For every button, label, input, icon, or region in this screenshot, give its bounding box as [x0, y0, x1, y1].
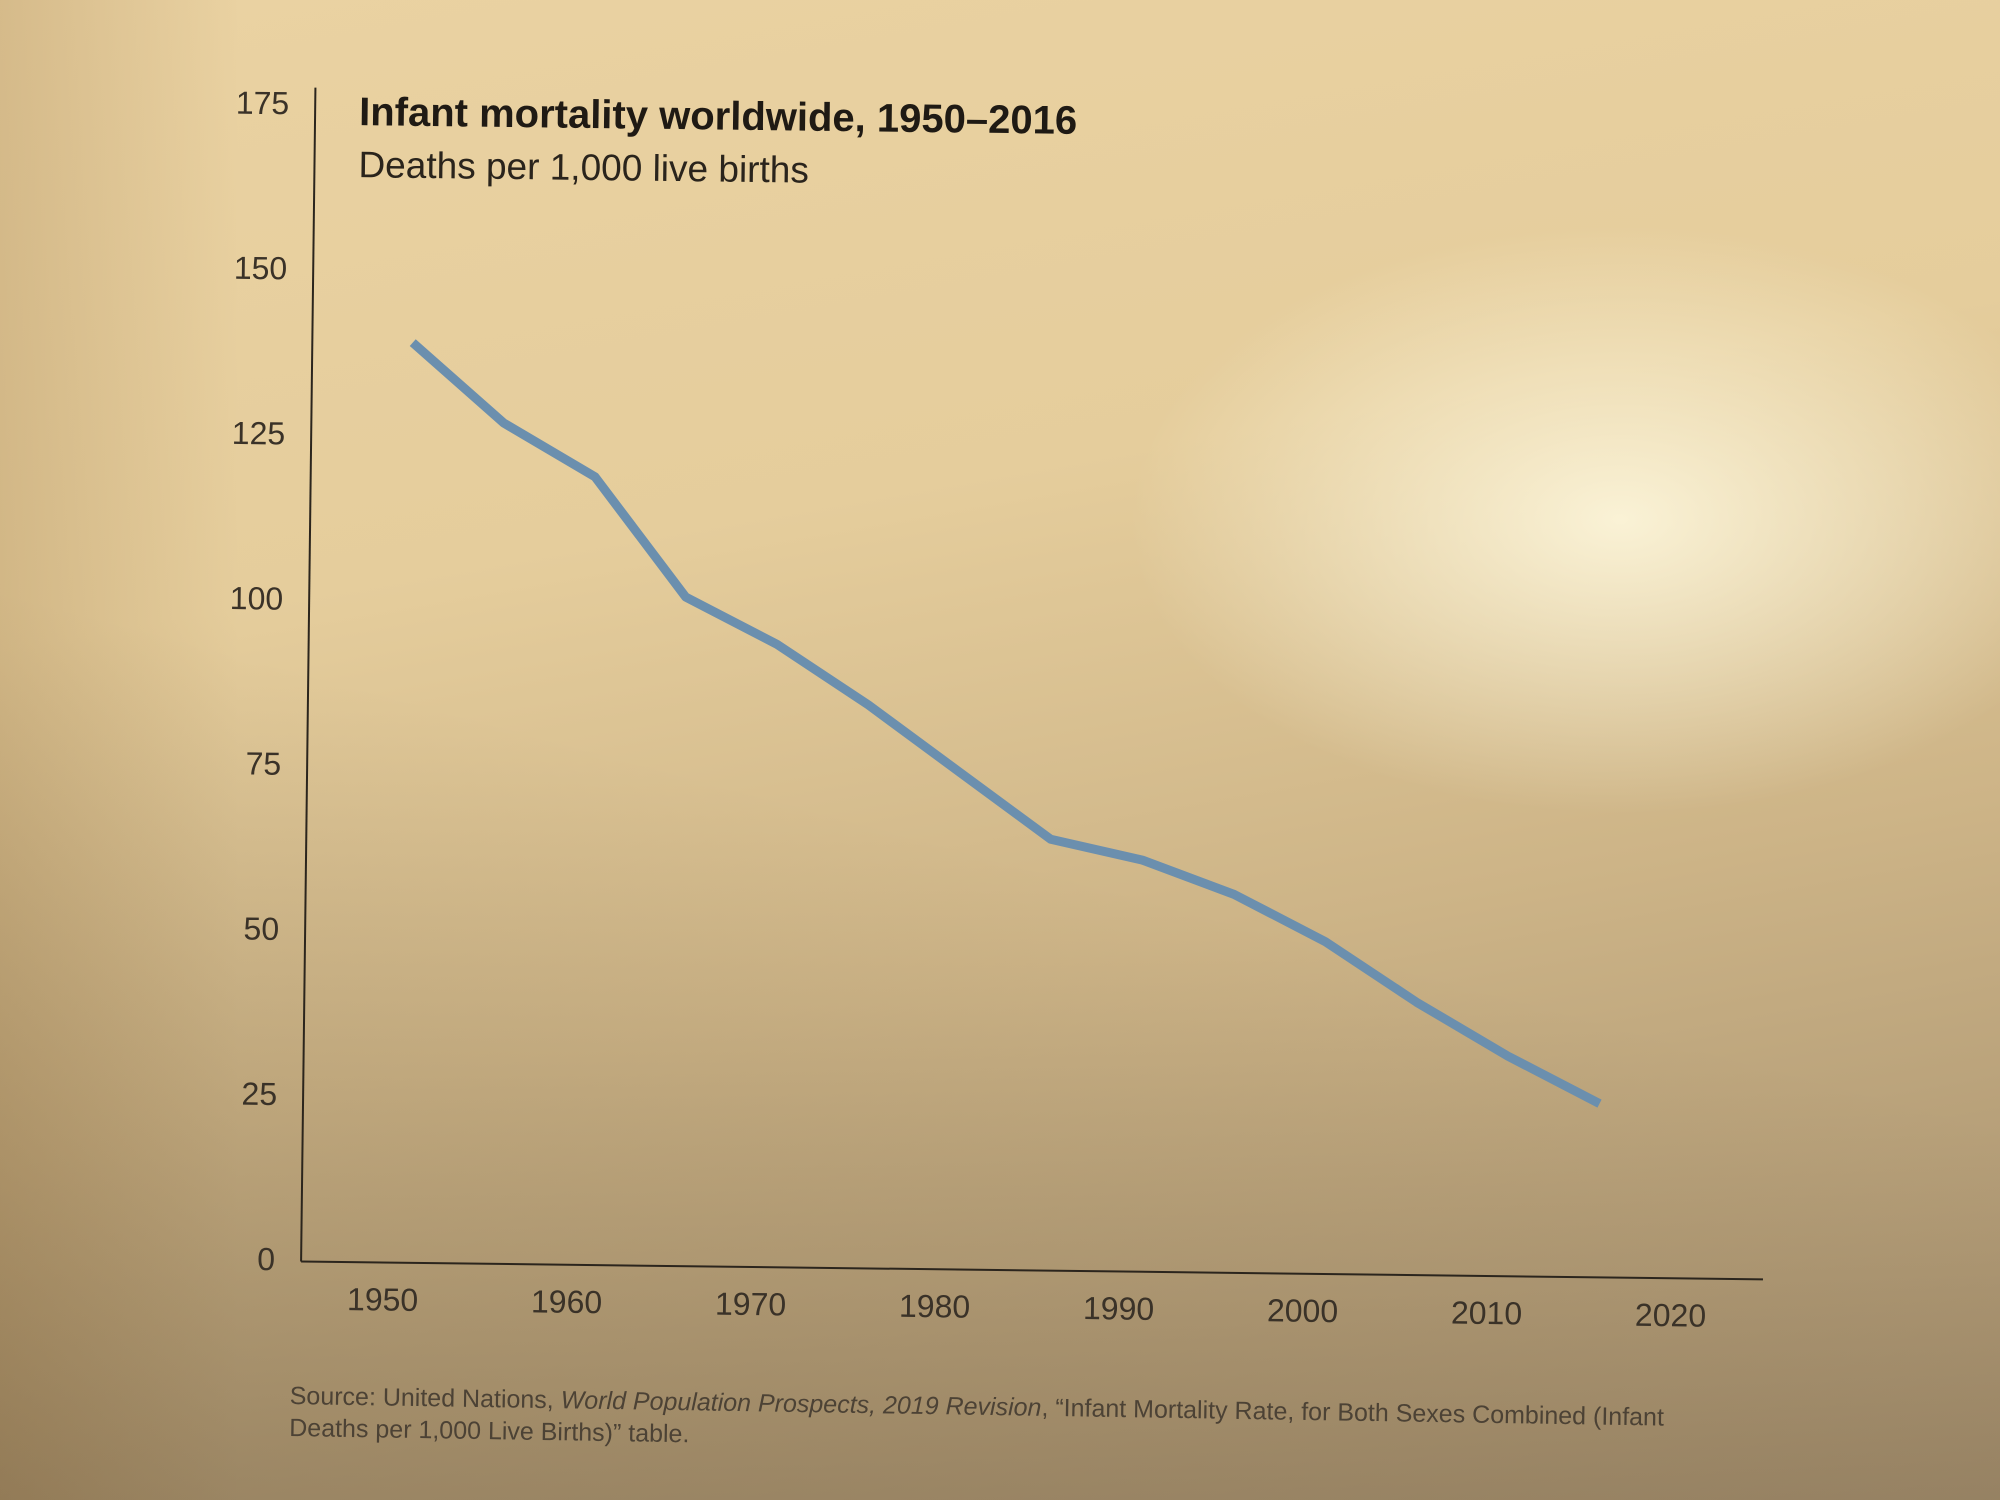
x-tick-label: 1950 [347, 1281, 419, 1318]
x-tick-label: 2010 [1451, 1295, 1523, 1332]
x-tick-label: 2020 [1635, 1297, 1707, 1334]
x-tick-label: 2000 [1267, 1292, 1339, 1329]
x-tick-labels: 1950 1960 1970 1980 1990 2000 2010 2020 [347, 1281, 1707, 1334]
y-tick-label: 175 [236, 85, 290, 122]
y-tick-labels: 0 25 50 75 100 125 150 175 [230, 85, 290, 1278]
x-tick-label: 1990 [1083, 1290, 1155, 1327]
y-tick-label: 150 [234, 250, 288, 287]
y-tick-label: 25 [241, 1076, 277, 1112]
y-tick-label: 100 [230, 580, 284, 617]
series-line-infant-mortality [409, 339, 1602, 1108]
source-prefix: Source: United Nations, [289, 1381, 561, 1415]
y-tick-label: 50 [243, 910, 279, 946]
x-tick-label: 1960 [531, 1283, 603, 1320]
chart-title: Infant mortality worldwide, 1950–2016 [359, 90, 1078, 143]
source-publication: World Population Prospects, 2019 Revisio… [560, 1386, 1042, 1422]
y-axis [300, 87, 317, 1262]
x-tick-label: 1970 [715, 1286, 787, 1323]
y-tick-label: 125 [232, 415, 286, 452]
plot-area: 0 25 50 75 100 125 150 175 1950 1960 1970 1980 1990… [230, 85, 1763, 1334]
x-axis [301, 1260, 1763, 1281]
y-tick-label: 0 [257, 1241, 275, 1277]
y-tick-label: 75 [245, 745, 281, 781]
chart-subtitle: Deaths per 1,000 live births [358, 144, 809, 190]
x-tick-label: 1980 [899, 1288, 971, 1325]
